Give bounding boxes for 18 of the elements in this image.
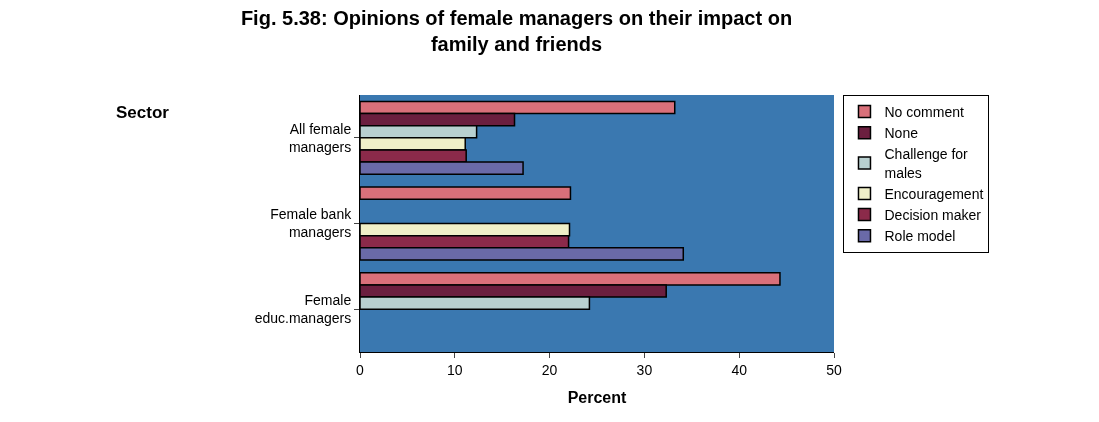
text: Sector bbox=[116, 103, 170, 122]
y-tick-label: Female bank managers bbox=[270, 206, 353, 241]
legend-label: Challenge for males bbox=[884, 146, 969, 181]
y-tick-label: Female educ.managers bbox=[254, 291, 352, 327]
legend-label: No comment bbox=[884, 104, 964, 121]
x-tick-label: 0 bbox=[356, 361, 365, 378]
y-tick-label: All female managers bbox=[288, 120, 352, 155]
legend-label: Role model bbox=[884, 228, 956, 245]
x-tick-label: 20 bbox=[541, 361, 558, 378]
x-tick-label: 30 bbox=[636, 361, 653, 378]
x-tick-label: 10 bbox=[447, 361, 463, 378]
chart-title: Fig. 5.38: Opinions of female managers on their impact on family and friends bbox=[240, 7, 793, 56]
x-tick-label: 50 bbox=[826, 361, 842, 378]
x-tick-label: 40 bbox=[731, 361, 748, 378]
legend-label: None bbox=[884, 125, 919, 142]
legend-label: Decision maker bbox=[884, 207, 982, 224]
legend-label: Encouragement bbox=[884, 185, 984, 202]
x-axis-title: Percent bbox=[567, 389, 628, 407]
